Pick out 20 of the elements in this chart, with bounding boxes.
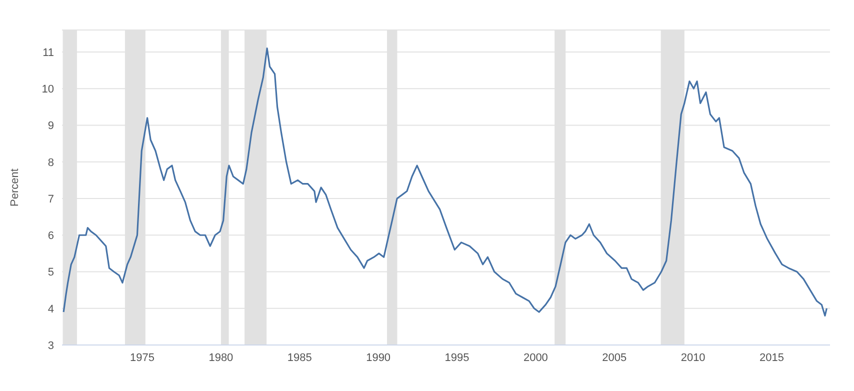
y-tick-label: 8 (48, 156, 54, 169)
x-tick-label: 2000 (523, 352, 548, 364)
x-tick-label: 2010 (680, 352, 706, 364)
x-tick-label: 2005 (602, 352, 627, 364)
y-tick-label: 3 (48, 340, 54, 352)
x-tick-label: 2015 (760, 352, 784, 364)
x-tick-label: 1985 (287, 352, 312, 364)
y-tick-label: 10 (42, 84, 54, 96)
y-tick-label: 11 (42, 46, 54, 59)
x-tick-label: 1990 (366, 352, 391, 364)
y-tick-label: 6 (48, 230, 54, 242)
y-tick-label: 7 (48, 193, 54, 206)
x-tick-label: 1980 (208, 352, 234, 364)
y-tick-label: 9 (48, 120, 54, 132)
y-tick-label: 4 (48, 303, 54, 316)
x-tick-label: 1995 (444, 352, 470, 364)
y-tick-label: 5 (48, 266, 54, 279)
x-tick-label: 1975 (130, 352, 155, 364)
y-axis-title: Percent (8, 168, 21, 206)
line-series (62, 48, 828, 316)
